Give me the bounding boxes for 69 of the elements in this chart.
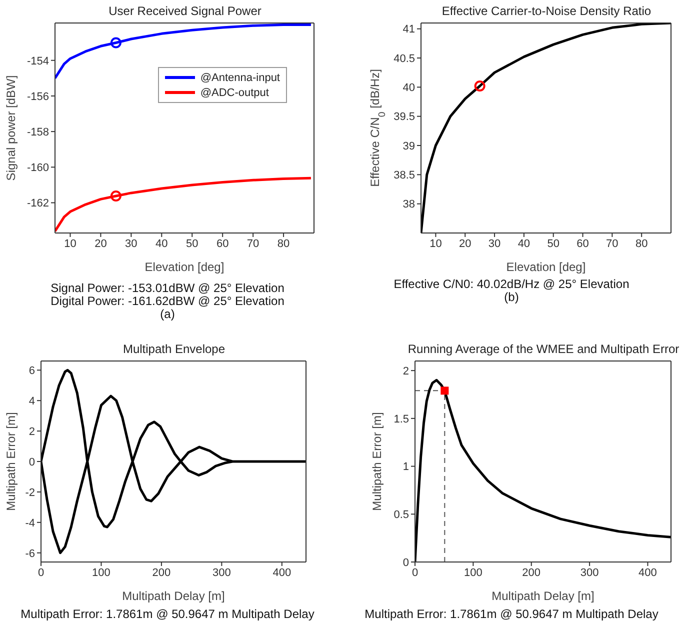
y-tick-label: -160 xyxy=(26,162,49,174)
text: (a) xyxy=(159,307,176,321)
y-tick-label: -158 xyxy=(26,126,49,138)
x-tick-label: 80 xyxy=(635,238,648,250)
y-tick-label: 0 xyxy=(28,456,35,468)
x-tick-label: 40 xyxy=(156,238,168,250)
x-tick-label: 400 xyxy=(638,566,657,579)
x-tick-label: 70 xyxy=(246,238,260,250)
y-tick-label: 0.5 xyxy=(394,509,409,522)
y-tick-label: 39 xyxy=(402,140,415,152)
chart-title: Effective Carrier-to-Noise Density Ratio xyxy=(440,4,652,18)
x-tick-label: 10 xyxy=(64,238,76,250)
y-tick-label: 40.5 xyxy=(394,52,415,65)
x-tick-label: 60 xyxy=(576,238,589,250)
text: (b) xyxy=(503,290,520,304)
y-tick-label: 1.5 xyxy=(394,413,409,426)
y-tick-label: 2 xyxy=(28,426,35,438)
text: Multipath Error: 1.7861m @ 50.9647 m Multipath Delay xyxy=(364,607,660,621)
x-tick-label: 300 xyxy=(580,566,599,579)
chart-title: Running Average of the WMEE and Multipath Error xyxy=(406,342,680,356)
x-tick-label: 80 xyxy=(277,238,290,250)
y-tick-label: 40 xyxy=(402,82,415,94)
y-tick-label: 4 xyxy=(28,395,35,408)
x-axis-title: Elevation [deg] xyxy=(506,260,586,274)
y-tick-label: -6 xyxy=(25,548,35,560)
x-tick-label: 200 xyxy=(152,566,171,579)
x-tick-label: 30 xyxy=(125,238,138,250)
x-tick-label: 20 xyxy=(458,238,472,250)
y-tick-label: -156 xyxy=(26,90,49,103)
chart-title: User Received Signal Power xyxy=(108,4,262,18)
y-tick-label: 0 xyxy=(402,556,409,569)
x-tick-label: 20 xyxy=(94,238,107,250)
line-series xyxy=(421,23,671,233)
y-tick-label: 38.5 xyxy=(394,170,415,182)
legend-label: @Antenna-input xyxy=(200,72,280,84)
x-tick-label: 300 xyxy=(212,566,231,579)
x-axis-title: Multipath Delay [m] xyxy=(122,589,225,603)
y-tick-label: 39.5 xyxy=(394,111,415,124)
x-tick-label: 50 xyxy=(547,238,560,250)
y-axis-title: Signal power [dBW] xyxy=(4,75,18,181)
y-axis-title: Multipath Error [m] xyxy=(4,412,18,511)
y-tick-label: 38 xyxy=(402,198,415,211)
x-tick-label: 30 xyxy=(488,238,501,250)
x-tick-label: 100 xyxy=(92,566,110,579)
text: Effective C/N0: 40.02dB/Hz @ 25° Elevation xyxy=(392,277,630,291)
text: Signal Power: -153.01dBW @ 25° Elevation xyxy=(50,281,286,295)
y-tick-label: -2 xyxy=(25,486,35,499)
x-tick-label: 70 xyxy=(606,238,618,250)
legend-label: @ADC-output xyxy=(200,86,269,98)
y-tick-label: 1 xyxy=(402,461,409,474)
x-tick-label: 10 xyxy=(430,238,442,250)
x-tick-label: 50 xyxy=(186,238,198,250)
x-tick-label: 40 xyxy=(518,238,530,250)
y-tick-label: -162 xyxy=(26,198,49,210)
y-tick-label: -4 xyxy=(25,517,35,530)
text: Multipath Error: 1.7861m @ 50.9647 m Multipath Delay xyxy=(20,607,316,621)
x-axis-title: Elevation [deg] xyxy=(144,260,224,274)
x-tick-label: 400 xyxy=(272,566,292,579)
text: Digital Power: -161.62dBW @ 25° Elevation xyxy=(50,294,286,308)
y-tick-label: 2 xyxy=(402,365,409,378)
x-axis-title: Multipath Delay [m] xyxy=(492,589,594,603)
x-tick-label: 100 xyxy=(464,566,482,579)
x-tick-label: 200 xyxy=(522,566,541,579)
x-tick-label: 60 xyxy=(216,238,229,250)
y-tick-label: -154 xyxy=(26,55,49,68)
y-tick-label: 41 xyxy=(402,24,415,36)
chart-title: Multipath Envelope xyxy=(122,342,226,356)
y-axis-title: Multipath Error [m] xyxy=(370,412,384,511)
y-tick-label: 6 xyxy=(28,365,35,378)
